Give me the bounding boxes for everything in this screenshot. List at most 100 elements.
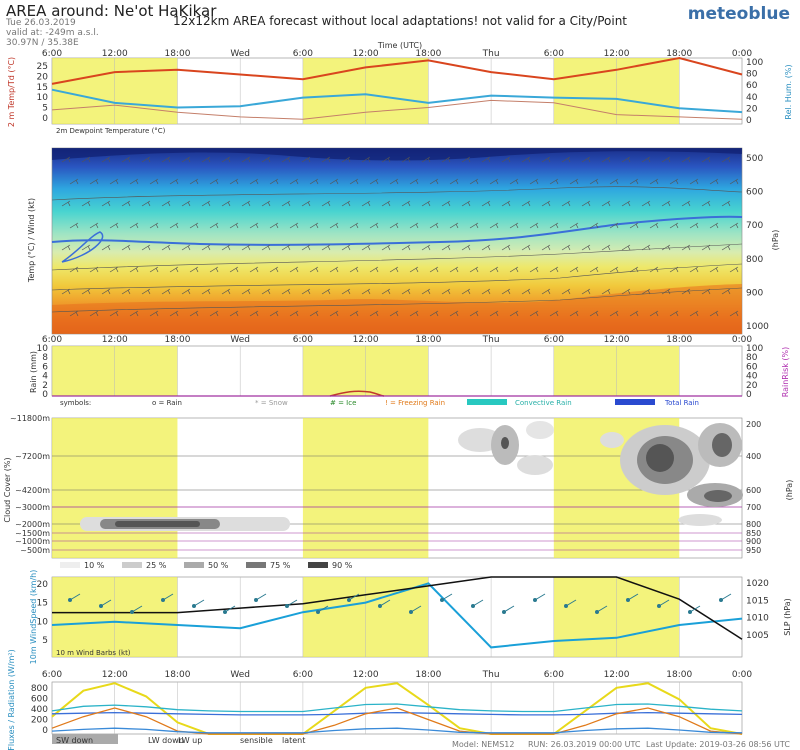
wind-barb — [729, 266, 739, 273]
wind-barb — [461, 244, 471, 251]
time-tick-label: 18:00 — [164, 670, 190, 680]
wind-barb — [109, 310, 119, 317]
wind-barb — [521, 288, 531, 295]
radiation-series-line — [51, 711, 743, 716]
profile-axis-label: Temp (°C) / Wind (kt) — [27, 198, 36, 283]
radiation-legend-label: SW down — [56, 736, 93, 745]
wind-barb — [61, 244, 71, 251]
wind-barb — [569, 178, 579, 185]
wind-barb — [121, 244, 131, 251]
wind-barb — [441, 244, 451, 251]
wind-barb — [681, 156, 691, 163]
time-tick-label: 12:00 — [102, 335, 128, 345]
meteoblue-logo[interactable]: meteoblue — [687, 4, 790, 24]
wind-barb — [701, 288, 711, 295]
wind-barb — [189, 222, 199, 229]
wind-barb — [341, 156, 351, 163]
humidity-axis-label: Rel. Hum. (%) — [784, 64, 793, 119]
wind-barb — [601, 200, 611, 207]
time-tick-label: 0:00 — [732, 49, 752, 59]
wind-barb — [661, 156, 671, 163]
surface-barb-staff — [131, 605, 143, 613]
wind-barb — [601, 288, 611, 295]
wind-barb — [669, 310, 679, 317]
wind-barb — [589, 222, 599, 229]
wind-barb — [369, 178, 379, 185]
forecast-notice: 12x12km AREA forecast without local adap… — [172, 14, 627, 28]
wind-barb — [501, 244, 511, 251]
wind-barb — [489, 178, 499, 185]
wind-barb — [69, 266, 79, 273]
wind-barb — [701, 200, 711, 207]
wind-barb — [549, 266, 559, 273]
wind-barb — [401, 156, 411, 163]
wind-barb — [301, 200, 311, 207]
wind-barb — [569, 222, 579, 229]
wind-barb — [429, 178, 439, 185]
axis-tick-label: 1000 — [746, 322, 769, 332]
cloud-legend-label: 75 % — [270, 561, 291, 570]
axis-tick-label: 20 — [746, 104, 758, 114]
wind-barb — [409, 222, 419, 229]
temperature-line — [51, 56, 743, 85]
legend-freezing: ! = Freezing Rain — [385, 399, 445, 407]
time-tick-label: 12:00 — [353, 670, 379, 680]
wind-barb — [621, 244, 631, 251]
cloud-legend-label: 25 % — [146, 561, 167, 570]
axis-tick-label: 500 — [746, 154, 763, 164]
sw-down-swatch — [52, 734, 118, 744]
wind-barb — [229, 310, 239, 317]
time-tick-label: 18:00 — [666, 49, 692, 59]
wind-barb — [101, 156, 111, 163]
wind-barb — [529, 222, 539, 229]
axis-tick-label: 800 — [746, 255, 763, 265]
wind-barb — [149, 222, 159, 229]
legend-total-swatch — [615, 399, 655, 405]
wind-barb — [329, 266, 339, 273]
surface-barb-staff — [224, 605, 236, 613]
wind-barb — [641, 200, 651, 207]
surface-barb-staff — [348, 593, 360, 601]
wind-barb — [289, 266, 299, 273]
wind-barb — [621, 156, 631, 163]
wind-barb — [309, 310, 319, 317]
time-tick-label: 0:00 — [732, 670, 752, 680]
daylight-band — [52, 418, 178, 558]
wind-barb — [281, 244, 291, 251]
wind-barb — [509, 178, 519, 185]
wind-barb — [501, 200, 511, 207]
cloud-pressure-tick: 700 — [746, 503, 761, 512]
cloud-legend-swatch — [122, 562, 142, 568]
wind-barb — [269, 266, 279, 273]
axis-tick-label: 60 — [746, 81, 758, 91]
wind-barb — [361, 244, 371, 251]
wind-barb — [429, 310, 439, 317]
wind-barb — [329, 222, 339, 229]
wind-barb — [329, 310, 339, 317]
wind-barb — [201, 200, 211, 207]
wind-barb — [169, 266, 179, 273]
cloud-height-label: ~1500m — [15, 529, 50, 538]
time-tick-label: 18:00 — [666, 670, 692, 680]
wind-barb — [81, 244, 91, 251]
wind-barb — [149, 310, 159, 317]
time-tick-label: 12:00 — [102, 670, 128, 680]
wind-barb — [389, 266, 399, 273]
wind-barb — [221, 200, 231, 207]
wind-barb — [589, 310, 599, 317]
cloud-pressure-tick: 850 — [746, 529, 761, 538]
wind-barb — [681, 288, 691, 295]
time-tick-label: 12:00 — [604, 335, 630, 345]
axis-tick-label: 200 — [31, 716, 48, 726]
wind-barb — [149, 178, 159, 185]
wind-barb — [161, 244, 171, 251]
axis-tick-label: 15 — [37, 83, 48, 93]
wind-barb — [189, 178, 199, 185]
wind-barb — [81, 200, 91, 207]
axis-tick-label: 8 — [42, 353, 48, 363]
cloud-height-label: ~2000m — [15, 520, 50, 529]
wind-barb — [461, 156, 471, 163]
wind-barb — [281, 156, 291, 163]
